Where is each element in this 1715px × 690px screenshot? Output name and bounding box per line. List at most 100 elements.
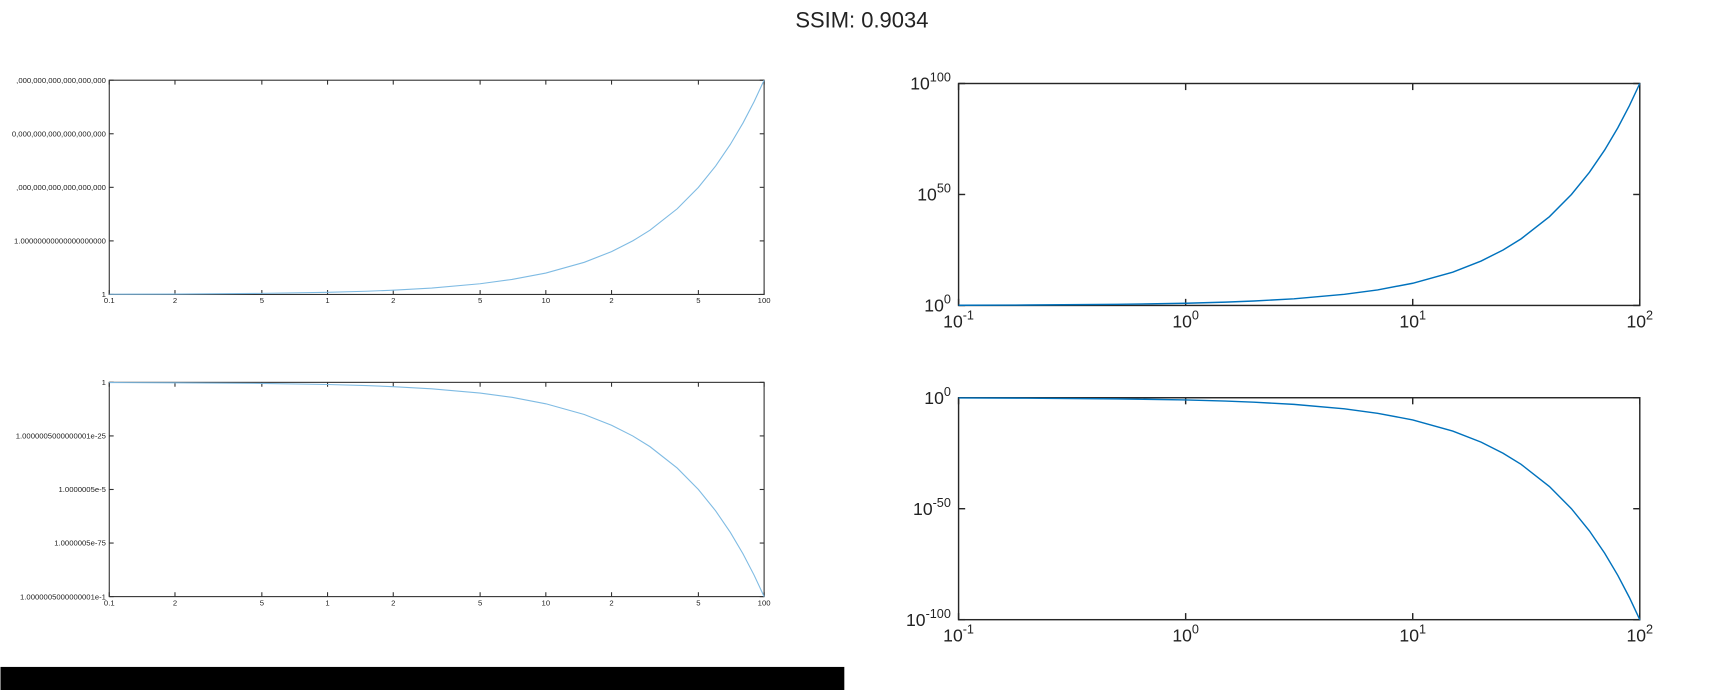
tick-label-base: 5	[696, 296, 700, 305]
tick-label-base: 10	[906, 610, 926, 630]
x-tick-label: 101	[1399, 623, 1426, 646]
tick-label-exponent: -100	[926, 607, 951, 621]
tick-label-exponent: 2	[1646, 309, 1653, 323]
tick-label-base: 1.0000005000000001e-1	[20, 592, 106, 601]
tick-label-base: 10	[1627, 626, 1647, 646]
x-tick-label: 10	[542, 598, 551, 607]
x-tick-label: 5	[478, 296, 482, 305]
black-bar	[0, 666, 845, 690]
x-tick-label: 100	[758, 296, 771, 305]
tick-label-exponent: 1	[1419, 623, 1426, 637]
tick-label-base: ,000,000,000,000,000,000	[16, 183, 106, 192]
line-series	[958, 83, 1641, 306]
tick-label-base: 10	[917, 185, 937, 205]
tick-label-base: 1.00000000000000000000	[14, 237, 106, 246]
tick-label-base: 10	[1172, 626, 1192, 646]
y-tick-label: 0,000,000,000,000,000,000	[12, 129, 106, 138]
x-tick-label: 100	[1172, 623, 1199, 646]
x-tick-label: 101	[1399, 309, 1426, 332]
tick-label-base: 0,000,000,000,000,000,000	[12, 129, 106, 138]
tick-label-exponent: 100	[930, 71, 951, 85]
chart: 0.1 2 5 1 2 5 10 2 5 100 1.0000005000000001e-1 1.00…	[16, 378, 771, 607]
tick-label-base: 10	[924, 388, 944, 408]
x-tick-label: 5	[696, 598, 700, 607]
tick-label-base: ,000,000,000,000,000,000	[16, 76, 106, 85]
x-tick-label: 0.1	[104, 598, 115, 607]
tick-label-exponent: -1	[963, 309, 974, 323]
tick-label-exponent: -1	[963, 623, 974, 637]
x-tick-label: 10-1	[943, 623, 974, 646]
tick-label-base: 10	[1172, 311, 1192, 331]
tick-label-base: 5	[478, 598, 482, 607]
tick-label-base: 2	[391, 296, 395, 305]
tick-label-base: 1.0000005e-5	[59, 485, 106, 494]
y-tick-label: 100	[924, 293, 951, 316]
x-tick-label: 2	[609, 598, 613, 607]
y-tick-label: 1.0000005e-75	[54, 539, 106, 548]
y-tick-label: ,000,000,000,000,000,000	[16, 183, 106, 192]
tick-label-exponent: 0	[1192, 623, 1199, 637]
y-tick-label: 1	[102, 378, 106, 387]
tick-label-exponent: 0	[944, 293, 951, 307]
y-tick-label: 100	[924, 385, 951, 408]
tick-label-exponent: -50	[933, 496, 951, 510]
line-series	[109, 382, 765, 597]
tick-label-base: 10	[1627, 311, 1647, 331]
tick-label-base: 5	[260, 598, 264, 607]
y-tick-label: 1	[102, 290, 106, 299]
x-tick-label: 1	[325, 296, 329, 305]
tick-label-base: 2	[609, 598, 613, 607]
chart: 0.1 2 5 1 2 5 10 2 5 100 1 1.00000000000000000000 ,0…	[12, 76, 771, 305]
y-tick-label: 10100	[910, 71, 951, 94]
tick-label-base: 10	[913, 499, 933, 519]
tick-label-base: 10	[924, 296, 944, 316]
x-tick-label: 2	[609, 296, 613, 305]
x-tick-label: 102	[1627, 309, 1654, 332]
x-tick-label: 2	[391, 296, 395, 305]
x-tick-label: 10-1	[943, 309, 974, 332]
tick-label-base: 10	[1399, 311, 1419, 331]
x-tick-label: 2	[173, 598, 177, 607]
x-tick-label: 10	[542, 296, 551, 305]
x-tick-label: 5	[478, 598, 482, 607]
y-tick-label: 1050	[917, 182, 951, 205]
x-tick-label: 102	[1627, 623, 1654, 646]
tick-label-base: 5	[478, 296, 482, 305]
tick-label-base: 5	[696, 598, 700, 607]
x-tick-label: 5	[696, 296, 700, 305]
y-tick-label: 1.0000005e-5	[59, 485, 106, 494]
tick-label-base: 1.0000005000000001e-25	[16, 432, 106, 441]
tick-label-exponent: 1	[1419, 309, 1426, 323]
tick-label-base: 10	[943, 626, 963, 646]
tick-label-base: 5	[260, 296, 264, 305]
x-tick-label: 5	[260, 598, 264, 607]
x-tick-label: 100	[1172, 309, 1199, 332]
tick-label-base: 1.0000005e-75	[54, 539, 106, 548]
tick-label-exponent: 0	[944, 385, 951, 399]
x-tick-label: 0.1	[104, 296, 115, 305]
y-tick-label: ,000,000,000,000,000,000	[16, 76, 106, 85]
y-tick-label: 1.0000005000000001e-25	[16, 432, 106, 441]
tick-label-base: 2	[173, 598, 177, 607]
x-tick-label: 2	[173, 296, 177, 305]
tick-label-base: 10	[1399, 626, 1419, 646]
x-tick-label: 1	[325, 598, 329, 607]
tick-label-base: 2	[609, 296, 613, 305]
tick-label-base: 2	[391, 598, 395, 607]
y-tick-label: 1.00000000000000000000	[14, 237, 106, 246]
figure-title: SSIM: 0.9034	[795, 7, 928, 32]
line-series	[958, 397, 1641, 620]
tick-label-exponent: 50	[937, 182, 951, 196]
tick-label-base: 2	[173, 296, 177, 305]
x-tick-label: 2	[391, 598, 395, 607]
y-tick-label: 10-100	[906, 607, 951, 630]
tick-label-exponent: 0	[1192, 309, 1199, 323]
x-tick-label: 100	[758, 598, 771, 607]
y-tick-label: 10-50	[913, 496, 951, 519]
tick-label-exponent: 2	[1646, 623, 1653, 637]
tick-label-base: 10	[910, 74, 930, 94]
